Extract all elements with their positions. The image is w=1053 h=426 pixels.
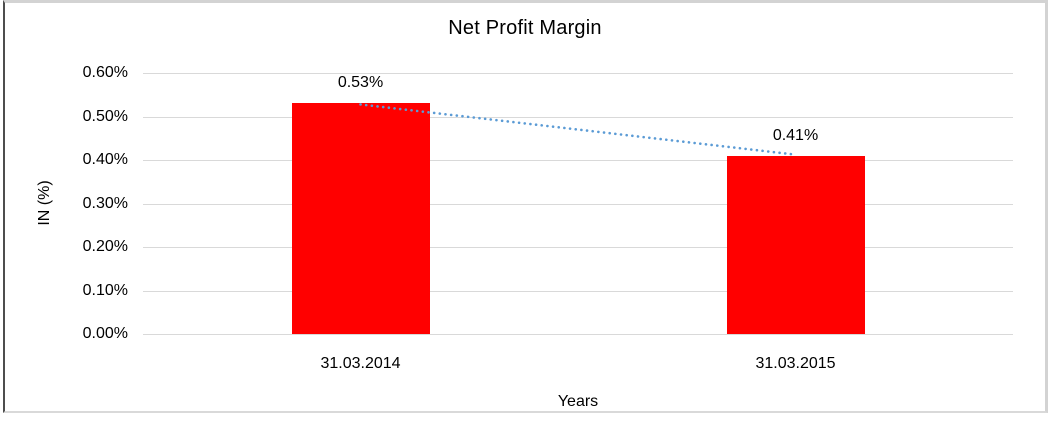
y-tick-label: 0.60%: [82, 64, 128, 81]
y-tick-label: 0.10%: [82, 281, 128, 299]
y-tick-label: 0.30%: [82, 194, 128, 212]
gridline: [143, 73, 1013, 74]
trendline: [359, 103, 797, 156]
chart-title: Net Profit Margin: [448, 17, 602, 39]
gridline: [143, 334, 1013, 335]
data-label: 0.53%: [337, 74, 384, 92]
gridline: [143, 290, 1013, 292]
bar-31.03.2014: [291, 103, 430, 334]
x-axis-title: Years: [557, 393, 599, 410]
y-tick-label: 0.40%: [82, 151, 128, 168]
net-profit-margin-chart: Net Profit Margin IN (%) 0.53% 0.41% 0.60…: [3, 0, 1048, 413]
plot-area: 0.53% 0.41%: [143, 73, 1013, 335]
chart-area: Net Profit Margin IN (%) 0.53% 0.41% 0.60…: [5, 3, 1045, 411]
data-label: 0.41%: [772, 126, 819, 144]
y-tick-label: 0.00%: [82, 325, 128, 342]
y-tick-label: 0.50%: [82, 107, 128, 125]
x-tick-label: 31.03.2015: [755, 355, 836, 372]
x-tick-label: 31.03.2014: [320, 355, 401, 372]
gridline: [143, 160, 1013, 161]
gridline: [143, 203, 1013, 205]
gridline: [143, 116, 1013, 118]
bar-31.03.2015: [726, 155, 865, 334]
y-tick-label: 0.20%: [82, 238, 128, 255]
gridline: [143, 247, 1013, 248]
